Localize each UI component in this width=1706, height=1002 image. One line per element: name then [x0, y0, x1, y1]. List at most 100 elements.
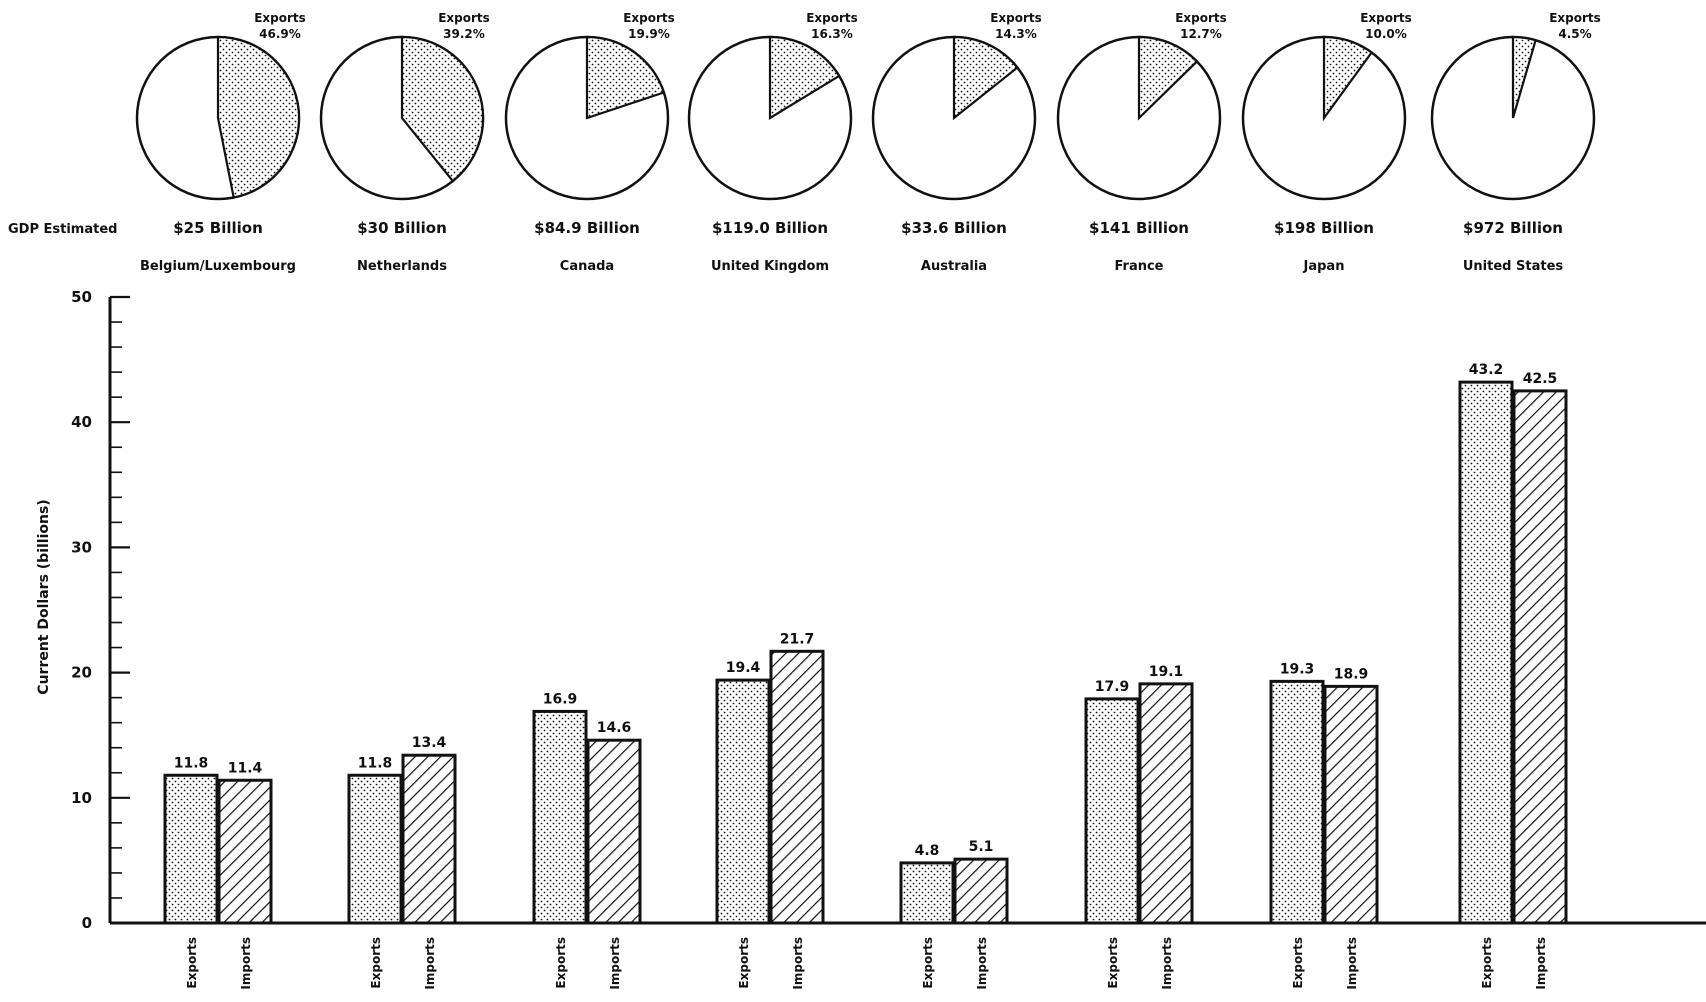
- bar-value-label: 19.1: [1149, 664, 1184, 680]
- x-category-label: Imports: [239, 937, 253, 990]
- bar-exports: [899, 861, 955, 925]
- country-name: Canada: [560, 259, 614, 274]
- pie-chart: Exports 12.7%: [1056, 11, 1227, 201]
- pie-exports-label: Exports: [254, 11, 306, 25]
- y-tick-label: 0: [82, 914, 92, 932]
- pie-exports-share: 14.3%: [995, 27, 1037, 41]
- bar-value-label: 11.8: [358, 755, 393, 771]
- bar-value-label: 11.4: [228, 760, 263, 776]
- bar-imports: [401, 753, 457, 925]
- bar-group: 11.8 Exports 13.4 Imports: [347, 735, 457, 990]
- country-name: Australia: [921, 259, 987, 274]
- pie-slice-exports: [952, 35, 1019, 121]
- bar-exports: [532, 709, 588, 925]
- y-axis-title: Current Dollars (billions): [36, 499, 52, 694]
- x-category-label: Exports: [1291, 937, 1305, 989]
- x-category-label: Exports: [554, 937, 568, 989]
- pie-chart: Exports 10.0%: [1241, 11, 1412, 201]
- gdp-value: $972 Billion: [1463, 219, 1563, 237]
- bar-value-label: 14.6: [597, 720, 632, 736]
- x-category-label: Imports: [975, 937, 989, 990]
- gdp-value: $30 Billion: [357, 219, 447, 237]
- pie-slice-exports: [400, 35, 485, 183]
- country-name: Netherlands: [357, 259, 447, 274]
- bar-imports: [1138, 682, 1194, 925]
- pie-chart: Exports 39.2%: [319, 11, 490, 201]
- bar-exports: [163, 773, 219, 925]
- bar-value-label: 4.8: [915, 843, 940, 859]
- bar-value-label: 21.7: [780, 631, 815, 647]
- pie-slice-exports: [768, 35, 841, 120]
- gdp-value: $84.9 Billion: [534, 219, 640, 237]
- bar-exports: [1269, 679, 1325, 925]
- x-category-label: Exports: [185, 937, 199, 989]
- y-tick-label: 50: [71, 288, 92, 306]
- gdp-row-label: GDP Estimated: [8, 222, 117, 237]
- pie-exports-share: 19.9%: [628, 27, 670, 41]
- pie-exports-label: Exports: [623, 11, 675, 25]
- pie-exports-label: Exports: [438, 11, 490, 25]
- x-category-label: Exports: [1106, 937, 1120, 989]
- pie-exports-share: 39.2%: [443, 27, 485, 41]
- pie-exports-share: 4.5%: [1558, 27, 1591, 41]
- x-category-label: Exports: [369, 937, 383, 989]
- pie-exports-label: Exports: [1549, 11, 1601, 25]
- country-name: France: [1114, 259, 1163, 274]
- country-name: United States: [1463, 259, 1564, 274]
- bar-imports: [1512, 389, 1568, 925]
- gdp-value: $25 Billion: [173, 219, 263, 237]
- pie-row: Exports46.9%Exports39.2%Exports19.9%Expo…: [135, 11, 1601, 201]
- x-category-label: Imports: [1345, 937, 1359, 990]
- bar-value-label: 42.5: [1523, 371, 1558, 387]
- pie-exports-share: 46.9%: [259, 27, 301, 41]
- x-category-label: Exports: [737, 937, 751, 989]
- pie-slice-exports: [216, 35, 301, 199]
- bar-value-label: 19.4: [726, 660, 761, 676]
- gdp-value: $198 Billion: [1274, 219, 1374, 237]
- x-category-label: Imports: [1160, 937, 1174, 990]
- bar-imports: [217, 778, 273, 925]
- pie-slice-exports: [585, 35, 666, 120]
- x-category-label: Exports: [921, 937, 935, 989]
- pie-chart: Exports 46.9%: [135, 11, 306, 201]
- bar-value-label: 5.1: [969, 839, 994, 855]
- gdp-value: $119.0 Billion: [712, 219, 828, 237]
- pie-exports-label: Exports: [806, 11, 858, 25]
- pie-exports-share: 12.7%: [1180, 27, 1222, 41]
- x-category-label: Imports: [1534, 937, 1548, 990]
- bar-exports: [1084, 697, 1140, 925]
- bar-group: 43.2 Exports 42.5 Imports: [1458, 362, 1568, 990]
- x-category-label: Imports: [423, 937, 437, 990]
- bar-imports: [769, 649, 825, 925]
- bar-group: 17.9 Exports 19.1 Imports: [1084, 664, 1194, 990]
- bar-imports: [953, 857, 1009, 925]
- y-tick-label: 30: [71, 538, 92, 556]
- country-name: Japan: [1303, 259, 1345, 274]
- bar-group: 4.8 Exports 5.1 Imports: [899, 839, 1009, 990]
- pie-chart: Exports 16.3%: [687, 11, 858, 201]
- pie-exports-share: 10.0%: [1365, 27, 1407, 41]
- pie-slice-exports: [1137, 35, 1199, 121]
- bar-groups: 11.8 Exports 11.4 Imports 11.8 Exports 13.4 Imp…: [163, 362, 1568, 990]
- gdp-value: $141 Billion: [1089, 219, 1189, 237]
- bar-exports: [347, 773, 403, 925]
- pie-exports-label: Exports: [1175, 11, 1227, 25]
- x-category-label: Exports: [1480, 937, 1494, 989]
- x-category-label: Imports: [608, 937, 622, 990]
- pie-exports-label: Exports: [990, 11, 1042, 25]
- gdp-value: $33.6 Billion: [901, 219, 1007, 237]
- bar-imports: [1323, 684, 1379, 925]
- pie-chart: Exports 4.5%: [1430, 11, 1601, 201]
- pie-exports-label: Exports: [1360, 11, 1412, 25]
- bar-value-label: 19.3: [1280, 661, 1315, 677]
- bar-value-label: 18.9: [1334, 666, 1369, 682]
- pie-chart: Exports 14.3%: [871, 11, 1042, 201]
- bar-value-label: 43.2: [1469, 362, 1504, 378]
- bar-group: 19.3 Exports 18.9 Imports: [1269, 661, 1379, 990]
- bar-value-label: 16.9: [543, 691, 578, 707]
- pie-chart: Exports 19.9%: [504, 11, 675, 201]
- bar-exports: [1458, 380, 1514, 925]
- y-tick-label: 10: [71, 789, 92, 807]
